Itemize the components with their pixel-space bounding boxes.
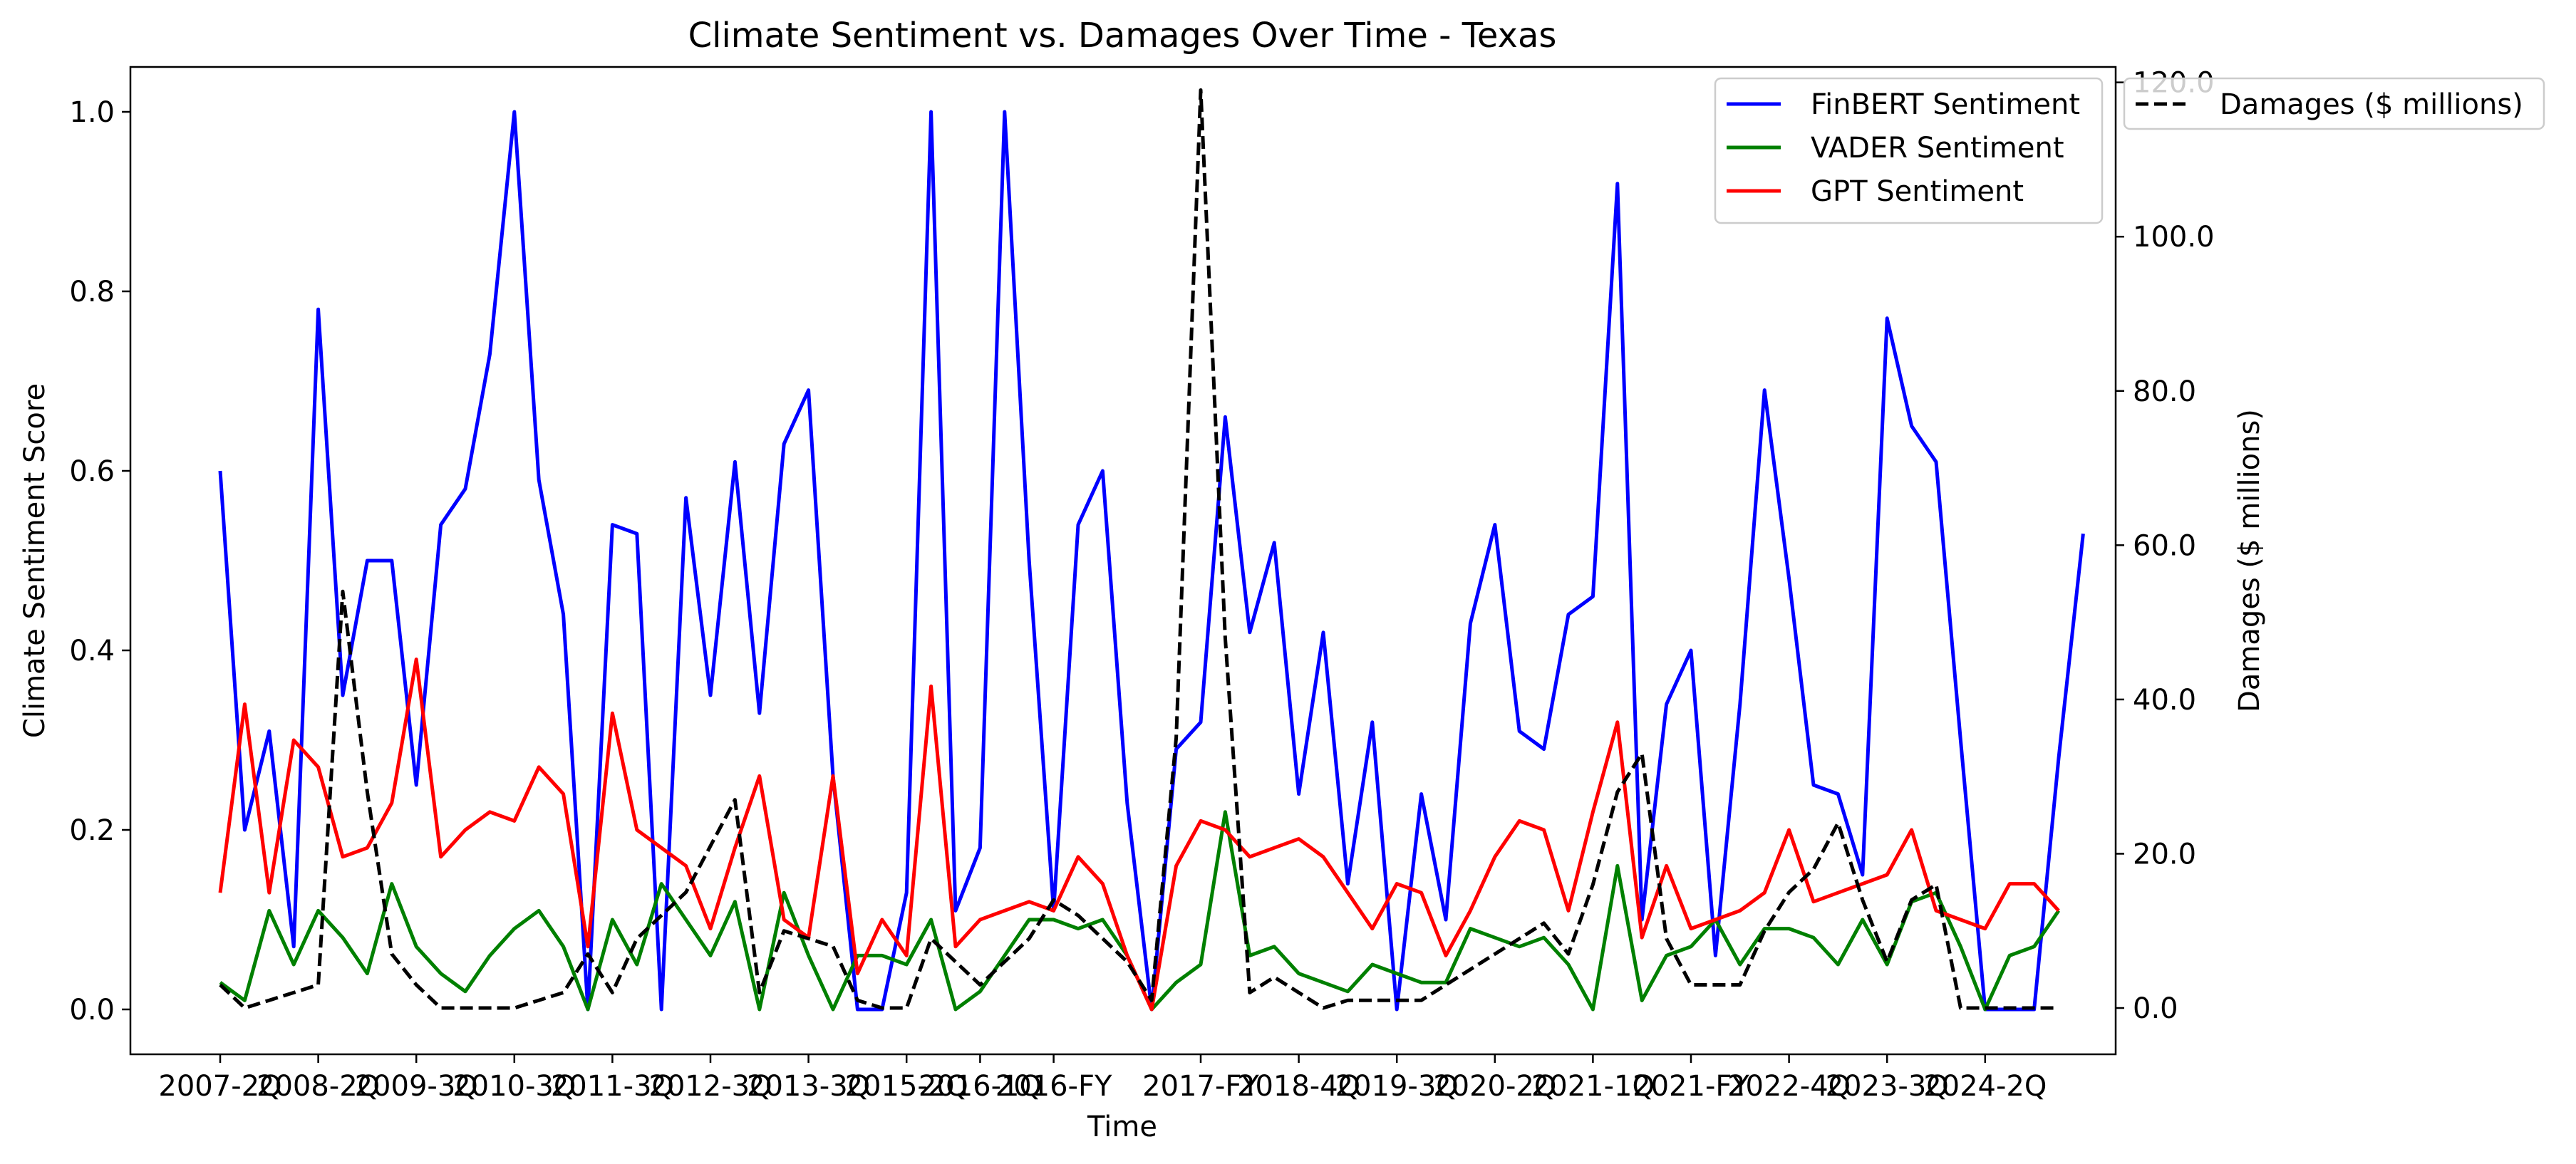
- legend-damages: Damages ($ millions): [2123, 77, 2545, 130]
- legend-label: Damages ($ millions): [2220, 88, 2523, 121]
- series-line-gpt-sentiment: [218, 658, 2060, 1012]
- x-tick-label: 2012-3Q: [648, 1070, 772, 1103]
- x-tick-label: 2009-3Q: [355, 1070, 478, 1103]
- y-tick-label: 0.4: [69, 635, 115, 667]
- y-axis-label: Climate Sentiment Score: [19, 383, 51, 738]
- legend-box: [2123, 77, 2545, 130]
- x-tick-label: 2023-3Q: [1826, 1070, 1949, 1103]
- y-tick-label: 0.8: [69, 276, 115, 308]
- x-tick-label: 2021-FY: [1633, 1070, 1749, 1103]
- y2-axis-label: Damages ($ millions): [2233, 409, 2266, 712]
- y2-tick-label: 80.0: [2133, 375, 2196, 408]
- x-axis-label: Time: [1087, 1111, 1157, 1143]
- y2-tick-label: 60.0: [2133, 529, 2196, 562]
- legend-main: FinBERT Sentiment VADER Sentiment GPT Sent…: [1714, 77, 2104, 224]
- y-tick-label: 0.0: [69, 994, 115, 1027]
- x-tick-label: 2016-1Q: [919, 1070, 1042, 1103]
- legend-box: [1714, 77, 2104, 224]
- legend-label: GPT Sentiment: [1811, 175, 2024, 208]
- x-tick-label: 2011-3Q: [551, 1070, 674, 1103]
- chart-title: Climate Sentiment vs. Damages Over Time …: [688, 16, 1557, 56]
- plot-area: [129, 66, 2117, 1056]
- axes-layer: 0.0 0.2 0.4 0.6 0.8 1.0 0.0 20.0 40.0 60.0 80.0 100…: [69, 67, 2214, 1103]
- x-tick-label: 2013-3Q: [747, 1070, 870, 1103]
- x-tick-label: 2010-3Q: [452, 1070, 576, 1103]
- x-tick-label: 2008-2Q: [257, 1070, 380, 1103]
- legend-label: VADER Sentiment: [1811, 132, 2064, 165]
- x-tick-label: 2007-2Q: [158, 1070, 281, 1103]
- x-tick-label: 2015-2Q: [845, 1070, 968, 1103]
- x-tick-label: 2017-FY: [1142, 1070, 1259, 1103]
- x-tick-label: 2018-4Q: [1237, 1070, 1360, 1103]
- y2-tick-label: 40.0: [2133, 684, 2196, 717]
- y-tick-label: 0.2: [69, 814, 115, 847]
- x-tick-label: 2022-4Q: [1727, 1070, 1851, 1103]
- x-tick-label: 2024-2Q: [1923, 1070, 2047, 1103]
- y2-tick-label: 0.0: [2133, 992, 2178, 1025]
- y-tick-label: 0.6: [69, 455, 115, 488]
- x-tick-label: 2019-3Q: [1335, 1070, 1459, 1103]
- y-tick-label: 1.0: [69, 96, 115, 129]
- x-tick-label: 2021-1Q: [1531, 1070, 1655, 1103]
- x-tick-label: 2016-FY: [995, 1070, 1112, 1103]
- y2-tick-label: 20.0: [2133, 838, 2196, 871]
- x-tick-label: 2020-2Q: [1433, 1070, 1556, 1103]
- series-line-damages-millions: [219, 88, 2059, 1010]
- legend-label: FinBERT Sentiment: [1811, 88, 2080, 121]
- y2-tick-label: 100.0: [2133, 221, 2215, 254]
- series-layer: [218, 88, 2085, 1012]
